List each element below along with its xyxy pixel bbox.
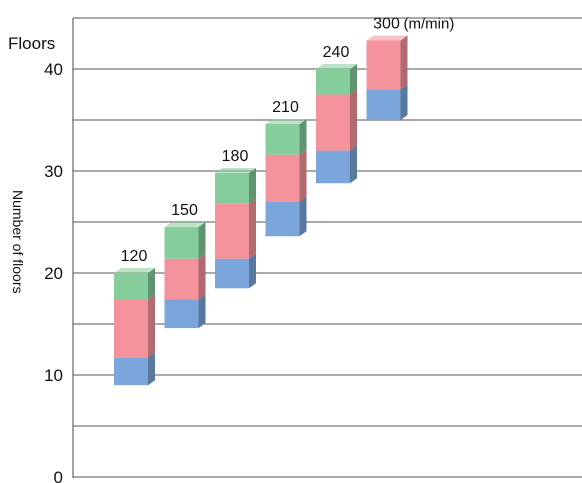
bar-segment-1 <box>316 150 350 184</box>
bar-120: 120 <box>114 248 155 386</box>
bar-segment-2 <box>265 154 300 202</box>
bar-segment-side <box>198 253 206 300</box>
bar-segment-side <box>148 352 155 386</box>
bar-segment-1 <box>164 299 199 329</box>
bar-segment-side <box>400 35 408 90</box>
bar-top-face <box>164 222 206 228</box>
bar-segment-1 <box>215 258 249 289</box>
bar-segment-side <box>299 119 307 155</box>
bar-segment-1 <box>366 89 401 120</box>
bar-segment-side <box>148 268 155 300</box>
speed-label: 150 <box>171 202 198 219</box>
y-tick-label: 30 <box>44 162 63 181</box>
speed-label: 210 <box>272 99 299 116</box>
bar-segment-2 <box>316 94 350 151</box>
bar-segment-2 <box>164 258 199 300</box>
bar-top-face <box>114 268 155 273</box>
bar-segment-2 <box>215 203 249 259</box>
bar-segment-side <box>350 89 357 151</box>
bar-segment-side <box>400 84 408 120</box>
speed-label: 120 <box>121 248 148 265</box>
y-tick-labels: 0 10 20 30 40 <box>44 60 63 483</box>
bar-segment-side <box>198 222 206 259</box>
bar-segment-1 <box>265 201 300 237</box>
speed-label: 300 <box>373 15 400 32</box>
bar-top-face <box>215 168 256 174</box>
bar-segment-3 <box>215 173 249 204</box>
bar-180: 180 <box>215 148 256 289</box>
bar-top-face <box>316 64 357 69</box>
bar-segment-side <box>249 253 256 289</box>
bar-segment-side <box>249 168 256 204</box>
y-tick-label: 0 <box>54 468 63 483</box>
y-tick-label: 40 <box>44 60 63 79</box>
bars: 120 150 180 210 240 300 (m/min) <box>114 15 455 386</box>
speed-label: 180 <box>222 148 249 165</box>
y-tick-label: 10 <box>44 366 63 385</box>
bar-segment-side <box>198 294 206 329</box>
bar-210: 210 <box>265 99 307 237</box>
bar-segment-side <box>350 64 357 95</box>
bar-segment-3 <box>164 227 199 259</box>
bar-segment-3 <box>114 273 148 300</box>
bar-segment-side <box>299 149 307 202</box>
bar-segment-side <box>148 294 155 358</box>
bar-top-face <box>265 119 307 125</box>
bar-150: 150 <box>164 202 206 329</box>
bar-300: 300 (m/min) <box>366 15 455 120</box>
bar-segment-1 <box>114 357 148 386</box>
y-unit-label: Floors <box>8 34 55 53</box>
bar-segment-side <box>350 145 357 184</box>
bar-segment-3 <box>265 124 300 155</box>
speed-label: 240 <box>323 44 350 61</box>
y-axis-title: Number of floors <box>10 190 26 293</box>
bar-top-face <box>366 35 408 41</box>
bar-segment-2 <box>114 299 148 358</box>
bar-segment-side <box>249 198 256 259</box>
bar-segment-2 <box>366 40 401 90</box>
bar-segment-3 <box>316 69 350 95</box>
bar-segment-side <box>299 196 307 237</box>
y-tick-label: 20 <box>44 264 63 283</box>
bar-240: 240 <box>316 44 357 184</box>
speed-unit-label: (m/min) <box>404 15 455 32</box>
